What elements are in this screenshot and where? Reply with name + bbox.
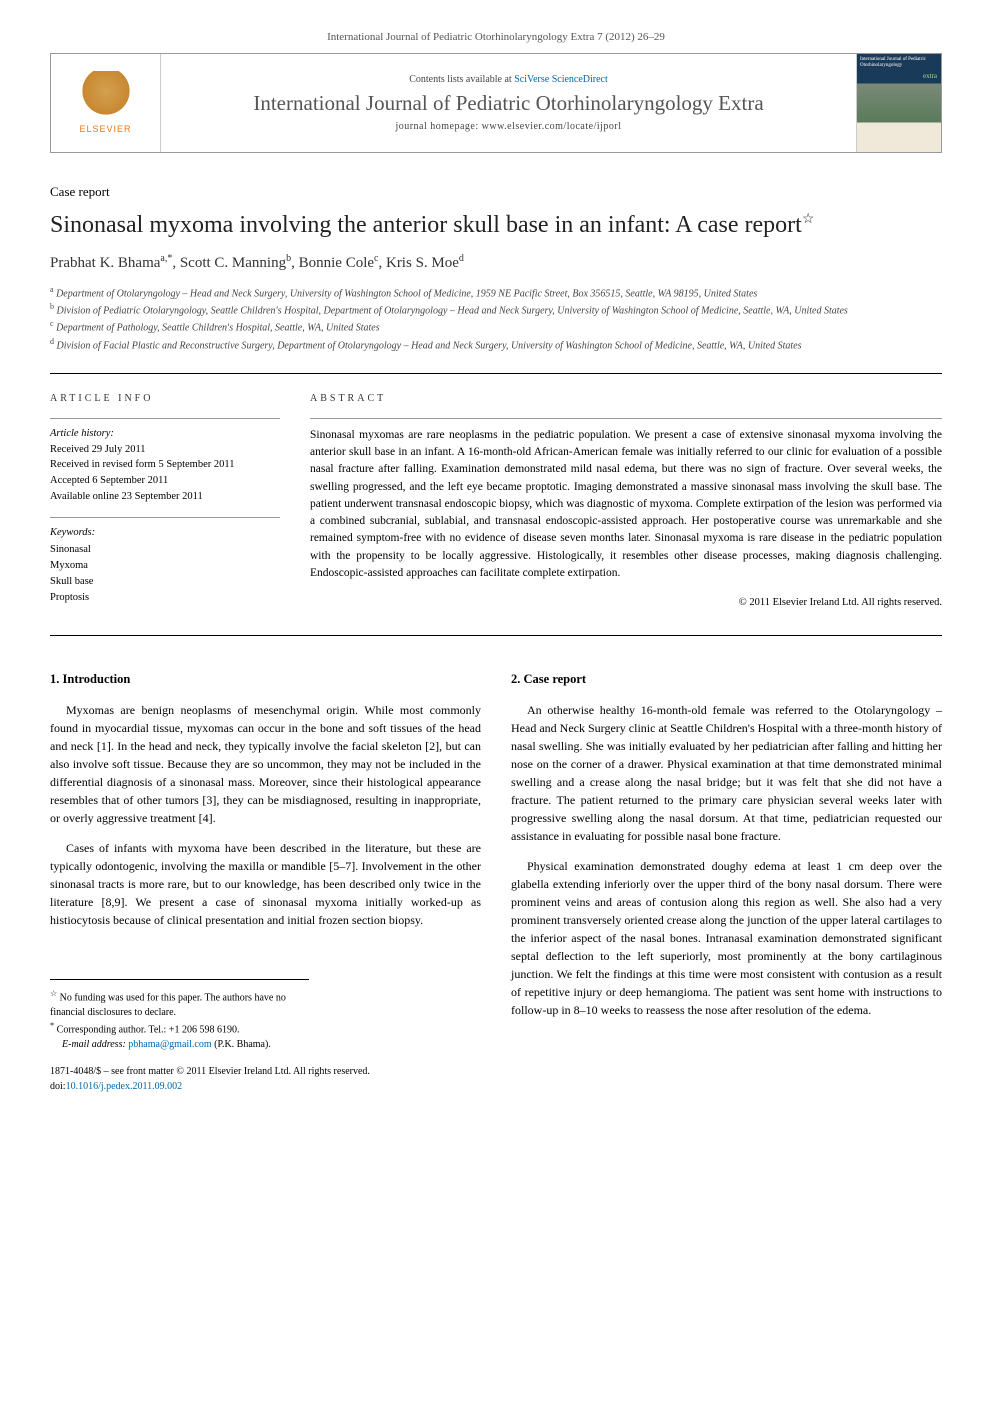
author: Prabhat K. Bhama (50, 255, 160, 271)
author-sup: b (286, 253, 291, 264)
doi-line: doi:10.1016/j.pedex.2011.09.002 (50, 1079, 481, 1094)
email-label: E-mail address: (62, 1039, 126, 1050)
case-para-1: An otherwise healthy 16-month-old female… (511, 701, 942, 845)
keywords-label: Keywords: (50, 526, 280, 541)
accepted-line: Accepted 6 September 2011 (50, 473, 280, 489)
abstract-text: Sinonasal myxomas are rare neoplasms in … (310, 418, 942, 582)
banner-center: Contents lists available at SciVerse Sci… (161, 68, 856, 139)
email-link[interactable]: pbhama@gmail.com (128, 1039, 211, 1050)
corresponding-text: Corresponding author. Tel.: +1 206 598 6… (57, 1024, 240, 1035)
publisher-logo-box: ELSEVIER (51, 54, 161, 152)
elsevier-logo: ELSEVIER (66, 63, 146, 143)
cover-title: International Journal of Pediatric Otorh… (857, 54, 941, 71)
abstract-copyright: © 2011 Elsevier Ireland Ltd. All rights … (310, 596, 942, 611)
funding-text: No funding was used for this paper. The … (50, 992, 286, 1018)
affiliation: c Department of Pathology, Seattle Child… (50, 318, 942, 335)
revised-line: Received in revised form 5 September 201… (50, 457, 280, 473)
affil-sup: a (50, 285, 54, 294)
journal-title: International Journal of Pediatric Otorh… (171, 91, 846, 116)
left-column: 1. Introduction Myxomas are benign neopl… (50, 671, 481, 1094)
contents-available-line: Contents lists available at SciVerse Sci… (171, 73, 846, 87)
doi-link[interactable]: 10.1016/j.pedex.2011.09.002 (66, 1081, 183, 1092)
authors-line: Prabhat K. Bhamaa,*, Scott C. Manningb, … (50, 252, 942, 274)
email-footnote: E-mail address: pbhama@gmail.com (P.K. B… (50, 1037, 309, 1052)
online-line: Available online 23 September 2011 (50, 489, 280, 505)
abstract-col: ABSTRACT Sinonasal myxomas are rare neop… (310, 392, 942, 617)
author-sup: d (459, 253, 464, 264)
journal-reference: International Journal of Pediatric Otorh… (50, 30, 942, 45)
affil-sup: d (50, 337, 54, 346)
affil-text: Department of Pathology, Seattle Childre… (56, 323, 380, 334)
abstract-heading: ABSTRACT (310, 392, 942, 406)
front-matter-line: 1871-4048/$ – see front matter © 2011 El… (50, 1064, 481, 1079)
author: Bonnie Cole (299, 255, 374, 271)
funding-footnote: ☆ No funding was used for this paper. Th… (50, 988, 309, 1020)
info-abstract-row: ARTICLE INFO Article history: Received 2… (50, 373, 942, 636)
received-line: Received 29 July 2011 (50, 442, 280, 458)
journal-cover-thumb: International Journal of Pediatric Otorh… (856, 54, 941, 152)
affil-sup: b (50, 302, 54, 311)
title-text: Sinonasal myxoma involving the anterior … (50, 212, 802, 238)
article-info-col: ARTICLE INFO Article history: Received 2… (50, 392, 280, 617)
affiliations: a Department of Otolaryngology – Head an… (50, 284, 942, 353)
body-columns: 1. Introduction Myxomas are benign neopl… (50, 671, 942, 1094)
corresponding-footnote: * Corresponding author. Tel.: +1 206 598… (50, 1020, 309, 1037)
case-heading: 2. Case report (511, 671, 942, 689)
funding-marker: ☆ (50, 989, 57, 998)
affil-text: Division of Facial Plastic and Reconstru… (57, 340, 802, 351)
right-column: 2. Case report An otherwise healthy 16-m… (511, 671, 942, 1094)
sciencedirect-link[interactable]: SciVerse ScienceDirect (514, 74, 608, 85)
doi-prefix: doi: (50, 1081, 66, 1092)
homepage-prefix: journal homepage: (395, 121, 481, 132)
title-footnote-marker: ☆ (802, 212, 815, 227)
intro-para-2: Cases of infants with myxoma have been d… (50, 839, 481, 929)
keywords-block: Keywords: Sinonasal Myxoma Skull base Pr… (50, 517, 280, 606)
affiliation: a Department of Otolaryngology – Head an… (50, 284, 942, 301)
keyword: Proptosis (50, 590, 280, 606)
email-suffix: (P.K. Bhama). (214, 1039, 271, 1050)
case-para-2: Physical examination demonstrated doughy… (511, 857, 942, 1019)
homepage-url: www.elsevier.com/locate/ijporl (482, 121, 622, 132)
keyword: Sinonasal (50, 542, 280, 558)
cover-extra: extra (923, 72, 937, 82)
intro-heading: 1. Introduction (50, 671, 481, 689)
article-title: Sinonasal myxoma involving the anterior … (50, 210, 942, 240)
article-history-block: Article history: Received 29 July 2011 R… (50, 418, 280, 505)
affil-text: Department of Otolaryngology – Head and … (56, 288, 757, 299)
elsevier-tree-icon (81, 71, 131, 121)
history-label: Article history: (50, 427, 280, 442)
contents-prefix: Contents lists available at (409, 74, 514, 85)
homepage-line: journal homepage: www.elsevier.com/locat… (171, 120, 846, 134)
corresponding-marker: * (50, 1021, 54, 1030)
front-matter: 1871-4048/$ – see front matter © 2011 El… (50, 1064, 481, 1094)
affil-text: Division of Pediatric Otolaryngology, Se… (57, 305, 848, 316)
author: Kris S. Moe (386, 255, 459, 271)
keyword: Skull base (50, 574, 280, 590)
intro-para-1: Myxomas are benign neoplasms of mesenchy… (50, 701, 481, 827)
section-type: Case report (50, 183, 942, 201)
keyword: Myxoma (50, 558, 280, 574)
journal-banner: ELSEVIER Contents lists available at Sci… (50, 53, 942, 153)
article-info-heading: ARTICLE INFO (50, 392, 280, 406)
affiliation: d Division of Facial Plastic and Reconst… (50, 336, 942, 353)
affiliation: b Division of Pediatric Otolaryngology, … (50, 301, 942, 318)
author-sup: c (374, 253, 378, 264)
affil-sup: c (50, 319, 54, 328)
author-sup: a,* (160, 253, 172, 264)
footnotes: ☆ No funding was used for this paper. Th… (50, 979, 309, 1053)
author: Scott C. Manning (180, 255, 286, 271)
publisher-name: ELSEVIER (79, 123, 131, 136)
